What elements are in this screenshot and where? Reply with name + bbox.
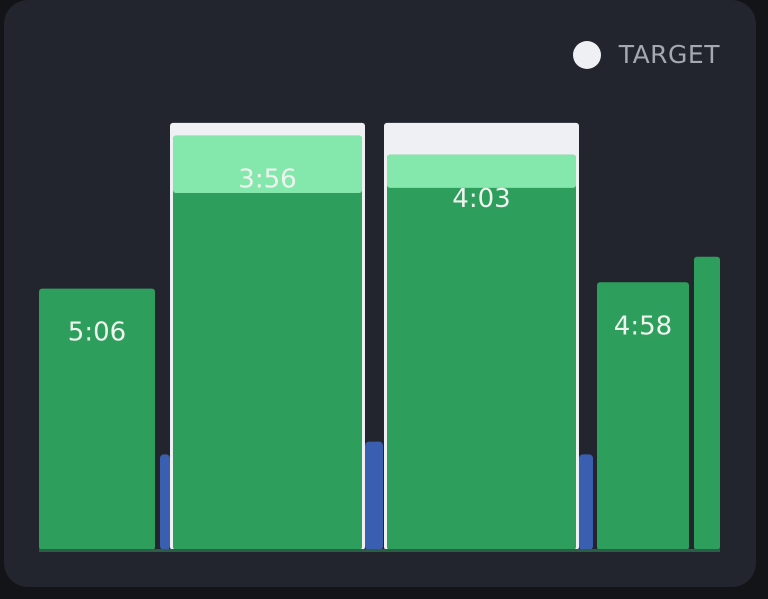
target-legend-icon (572, 40, 601, 69)
bar (694, 256, 720, 550)
bar-highlight (173, 135, 362, 193)
bar-label: 4:58 (614, 311, 672, 341)
baseline (39, 549, 720, 552)
marker-bar (579, 454, 593, 550)
bar (39, 288, 155, 550)
bar-label: 5:06 (68, 318, 126, 348)
marker-bar (365, 441, 383, 550)
bar (173, 135, 362, 550)
bar-highlight (387, 154, 576, 188)
bar (597, 282, 689, 550)
bar (387, 154, 576, 550)
legend-label-target: TARGET (618, 40, 720, 69)
legend: TARGET (572, 40, 720, 69)
bar-label: 3:56 (238, 165, 296, 195)
marker-bar (160, 454, 170, 550)
bar-label: 4:03 (452, 184, 510, 214)
